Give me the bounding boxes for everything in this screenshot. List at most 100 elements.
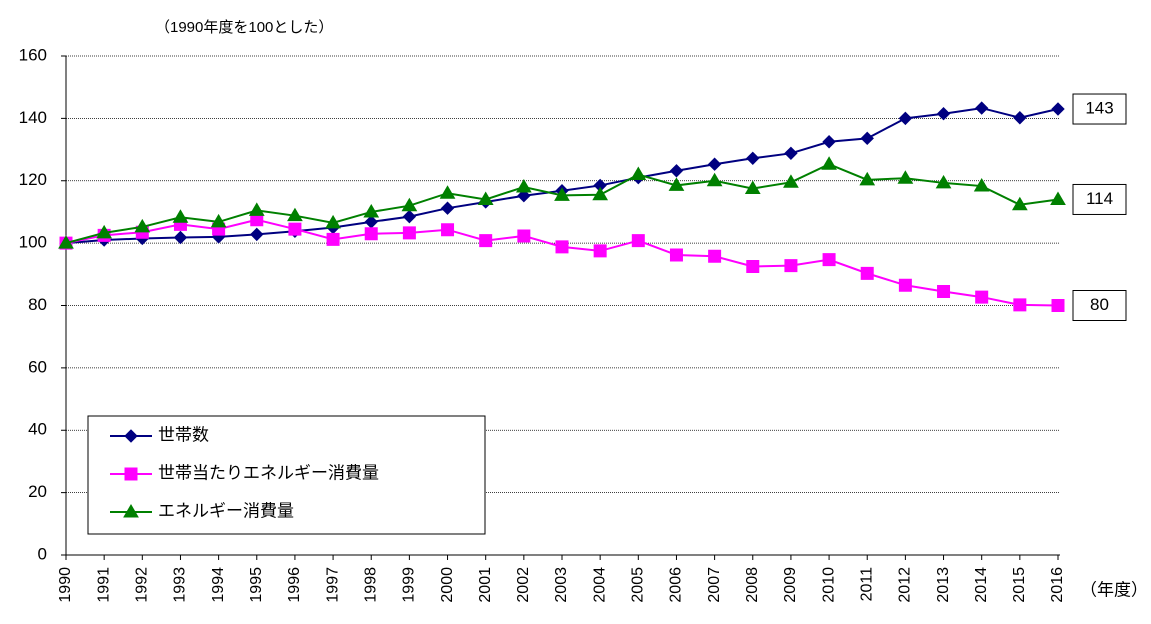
point [477, 191, 494, 205]
x-tick-label: 1992 [134, 567, 151, 603]
point [973, 178, 990, 192]
x-tick-label: 2016 [1049, 567, 1066, 603]
point [821, 156, 837, 170]
point [707, 157, 722, 171]
point [784, 259, 798, 273]
point [441, 223, 455, 237]
point [402, 226, 416, 240]
point [746, 260, 760, 274]
point [248, 202, 265, 216]
point [1051, 299, 1065, 312]
legend-marker [123, 504, 139, 518]
point [974, 101, 989, 115]
x-tick-label: 1993 [172, 567, 189, 603]
x-tick-label: 1995 [248, 567, 265, 603]
y-tick-label: 160 [19, 45, 47, 64]
point [706, 172, 723, 187]
x-axis-label: （年度） [1080, 580, 1148, 599]
point [517, 189, 531, 203]
y-tick-label: 140 [19, 108, 47, 127]
point [173, 230, 188, 245]
point [515, 178, 532, 193]
point [937, 284, 951, 298]
point [593, 244, 607, 258]
end-label-box [1072, 93, 1127, 125]
point [555, 240, 569, 254]
end-label-box [1072, 183, 1127, 215]
y-tick-label: 20 [28, 482, 47, 501]
x-tick-label: 1996 [286, 567, 303, 603]
y-tick-label: 80 [28, 295, 47, 314]
point [936, 106, 951, 121]
point [631, 234, 645, 248]
x-tick-label: 2009 [782, 567, 799, 603]
point [250, 227, 264, 242]
x-tick-label: 1994 [210, 567, 227, 603]
y-tick-label: 120 [19, 170, 47, 189]
point [287, 207, 303, 222]
x-tick-label: 2010 [820, 567, 837, 603]
x-tick-label: 2004 [591, 567, 608, 603]
point [1013, 298, 1027, 312]
point [708, 249, 722, 263]
point [364, 227, 378, 241]
point [822, 135, 836, 149]
point [898, 278, 912, 292]
legend-box [87, 415, 486, 535]
point [479, 234, 493, 248]
point [975, 290, 989, 304]
point [746, 151, 760, 166]
x-tick-label: 1999 [401, 567, 418, 603]
point [554, 187, 570, 201]
point [288, 222, 302, 236]
y-tick-label: 40 [28, 420, 47, 439]
x-tick-label: 2002 [515, 567, 532, 603]
y-tick-label: 60 [28, 357, 47, 376]
point [517, 229, 531, 243]
x-tick-label: 2008 [744, 567, 761, 603]
x-tick-label: 1997 [324, 567, 341, 603]
point [669, 164, 684, 178]
point [401, 197, 418, 212]
end-label: 114 [1086, 189, 1113, 208]
point [440, 201, 455, 215]
x-tick-label: 2003 [553, 567, 570, 603]
legend-marker [124, 429, 138, 443]
y-tick-label: 100 [19, 233, 47, 252]
point [134, 218, 151, 233]
y-tick-label: 0 [38, 544, 47, 563]
x-tick-label: 2007 [706, 567, 723, 603]
x-tick-label: 2014 [973, 567, 990, 603]
point [402, 209, 417, 224]
point [172, 209, 189, 223]
point [935, 174, 952, 189]
point [364, 215, 378, 229]
point [784, 146, 798, 161]
point [1050, 191, 1066, 205]
point [783, 174, 799, 188]
point [860, 266, 874, 280]
x-tick-label: 2011 [858, 567, 875, 602]
point [1013, 111, 1027, 125]
x-tick-label: 1998 [362, 567, 379, 603]
x-tick-label: 2005 [630, 567, 647, 603]
point [1051, 102, 1065, 116]
point [744, 180, 761, 195]
point [859, 171, 876, 186]
point [860, 131, 874, 146]
point [210, 213, 227, 228]
point [363, 203, 380, 218]
point [630, 166, 647, 181]
point [669, 248, 683, 262]
point [325, 214, 341, 229]
end-label-box [1072, 290, 1127, 321]
point [1011, 196, 1028, 211]
point [439, 185, 456, 199]
end-label: 80 [1090, 295, 1109, 314]
x-tick-label: 2006 [668, 567, 685, 603]
point [58, 235, 74, 249]
point [668, 177, 685, 191]
x-tick-label: 2015 [1011, 567, 1028, 603]
point [592, 186, 609, 201]
